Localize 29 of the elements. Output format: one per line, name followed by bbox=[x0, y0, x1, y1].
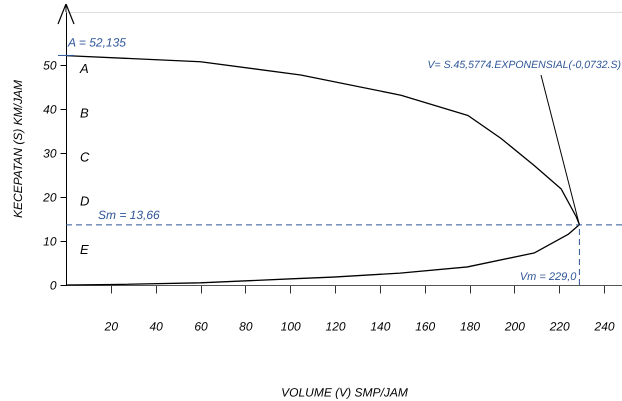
x-tick-label: 220 bbox=[548, 320, 570, 334]
annotation: A bbox=[79, 61, 89, 76]
annotation: B bbox=[80, 105, 89, 120]
x-tick-label: 180 bbox=[460, 320, 480, 334]
x-tick-label: 120 bbox=[326, 320, 346, 334]
annotation: E bbox=[80, 242, 89, 257]
x-tick-label: 40 bbox=[150, 320, 164, 334]
x-tick-label: 160 bbox=[415, 320, 436, 334]
y-tick-label: 50 bbox=[43, 58, 57, 72]
ref-line-label: Vm = 229,0 bbox=[520, 271, 578, 283]
x-axis-title: VOLUME (V) SMP/JAM bbox=[281, 386, 408, 400]
y-tick-label: 10 bbox=[43, 234, 57, 248]
y-tick-label: 30 bbox=[43, 146, 57, 160]
x-tick-label: 100 bbox=[280, 320, 302, 334]
annotation: C bbox=[80, 149, 90, 164]
x-tick-label: 20 bbox=[104, 320, 118, 334]
x-tick-label: 60 bbox=[194, 320, 208, 334]
annotation: A = 52,135 bbox=[67, 35, 126, 50]
y-tick-label: 20 bbox=[42, 190, 57, 204]
x-tick-label: 140 bbox=[370, 320, 391, 334]
y-tick-label: 40 bbox=[43, 102, 57, 116]
annotation: V= S.45,5774.EXPONENSIAL(-0,0732.S) bbox=[428, 59, 621, 71]
y-axis-title: KECEPATAN (S) KM/JAM bbox=[11, 80, 26, 218]
annotation: D bbox=[80, 193, 90, 208]
x-tick-label: 80 bbox=[239, 320, 253, 334]
x-tick-label: 240 bbox=[594, 320, 615, 334]
x-tick-label: 200 bbox=[504, 320, 526, 334]
y-tick-label: 0 bbox=[50, 278, 57, 292]
ref-line-label: Sm = 13,66 bbox=[98, 208, 160, 222]
